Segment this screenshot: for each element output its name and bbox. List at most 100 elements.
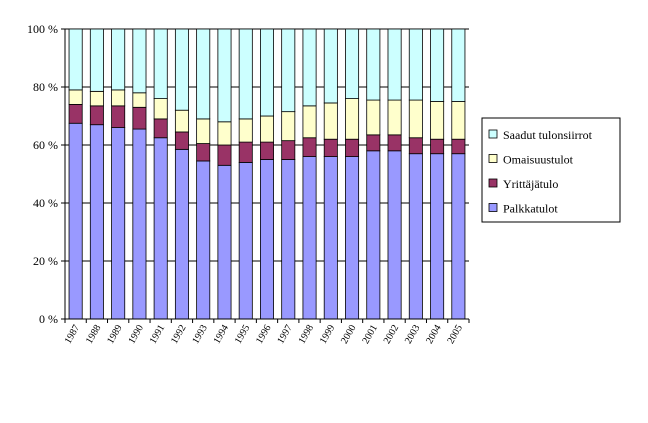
bar-segment-yritt-j-tulo <box>89 105 104 126</box>
axes <box>61 28 470 323</box>
x-tick-label: 1990 <box>126 323 146 346</box>
bar-segment-palkkatulot <box>366 150 381 320</box>
bar-segment-omaisuustulot <box>345 98 360 140</box>
bar-segment-palkkatulot <box>153 137 168 320</box>
bar-segment-yritt-j-tulo <box>323 138 338 157</box>
bar-segment-saadut-tulonsiirrot <box>451 28 466 102</box>
bar-segment-palkkatulot <box>238 161 253 320</box>
x-tick-label: 1987 <box>63 323 83 346</box>
bar-segment-omaisuustulot <box>89 90 104 107</box>
bar-segment-omaisuustulot <box>302 105 317 139</box>
bar-segment-palkkatulot <box>260 159 274 320</box>
bar-segment-yritt-j-tulo <box>345 138 360 157</box>
bar-segment-saadut-tulonsiirrot <box>366 28 381 101</box>
legend-label: Palkkatulot <box>503 202 558 216</box>
bar-segment-yritt-j-tulo <box>387 134 402 152</box>
bar-segment-palkkatulot <box>68 122 83 320</box>
legend-swatch <box>488 129 498 139</box>
bar-segment-omaisuustulot <box>196 118 211 144</box>
x-tick-label: 1996 <box>254 323 274 346</box>
x-tick-label: 1997 <box>275 323 295 346</box>
x-tick-label: 1998 <box>297 323 317 346</box>
bar-segment-omaisuustulot <box>238 118 253 143</box>
bar-segment-palkkatulot <box>451 153 466 320</box>
bar-segment-saadut-tulonsiirrot <box>238 28 253 120</box>
bar-segment-omaisuustulot <box>132 92 147 108</box>
x-tick-label: 2002 <box>382 323 402 346</box>
bar-segment-omaisuustulot <box>430 101 445 140</box>
legend-label: Yrittäjätulo <box>503 177 558 191</box>
bar-segment-omaisuustulot <box>451 101 466 140</box>
bar-segment-yritt-j-tulo <box>217 144 232 166</box>
bar-segment-yritt-j-tulo <box>68 104 83 124</box>
x-tick-label: 1989 <box>105 323 125 346</box>
bar-segment-saadut-tulonsiirrot <box>174 28 189 111</box>
bar-segment-omaisuustulot <box>408 99 423 139</box>
bar-segment-omaisuustulot <box>281 111 296 142</box>
y-tick-label: 60 % <box>33 138 58 152</box>
bar-segment-yritt-j-tulo <box>174 131 189 150</box>
bar-segment-saadut-tulonsiirrot <box>111 28 126 91</box>
bar-segment-palkkatulot <box>281 159 296 320</box>
x-tick-label: 1992 <box>169 323 189 346</box>
bar-segment-palkkatulot <box>387 150 402 320</box>
bar-segment-omaisuustulot <box>68 89 83 105</box>
bar-segment-saadut-tulonsiirrot <box>430 28 445 102</box>
y-tick-label: 0 % <box>39 312 58 326</box>
legend: Saadut tulonsiirrot Omaisuustulot Yrittäjä… <box>481 117 621 223</box>
bar-segment-omaisuustulot <box>153 98 168 120</box>
bar-segment-omaisuustulot <box>323 102 338 140</box>
y-tick-label: 100 % <box>27 22 58 36</box>
legend-label: Saadut tulonsiirrot <box>503 128 593 142</box>
bar-segment-yritt-j-tulo <box>281 140 296 160</box>
bar-segment-yritt-j-tulo <box>196 143 211 162</box>
bar-segment-saadut-tulonsiirrot <box>196 28 211 120</box>
x-tick-label: 2004 <box>424 323 444 346</box>
bar-segment-yritt-j-tulo <box>408 137 423 155</box>
x-tick-label: 1993 <box>190 323 210 346</box>
bar-segment-palkkatulot <box>323 156 338 320</box>
x-tick-label: 2003 <box>403 323 423 346</box>
bar-segment-yritt-j-tulo <box>111 105 126 128</box>
bar-segment-omaisuustulot <box>387 99 402 136</box>
bar-segment-saadut-tulonsiirrot <box>345 28 360 99</box>
x-tick-label: 1988 <box>84 323 104 346</box>
legend-box <box>481 117 621 223</box>
x-tick-label: 1991 <box>148 323 168 346</box>
bar-segment-palkkatulot <box>302 156 317 320</box>
x-tick-label: 2005 <box>445 323 465 346</box>
bar-segment-omaisuustulot <box>260 115 274 143</box>
bar-segment-saadut-tulonsiirrot <box>132 28 147 94</box>
legend-label: Omaisuustulot <box>503 153 574 167</box>
bar-segment-saadut-tulonsiirrot <box>217 28 232 123</box>
bar-segment-saadut-tulonsiirrot <box>281 28 296 113</box>
bar-segment-yritt-j-tulo <box>260 141 274 160</box>
x-tick-label: 2001 <box>360 323 380 346</box>
bar-segment-palkkatulot <box>89 124 104 320</box>
bar-segment-omaisuustulot <box>111 89 126 107</box>
bar-segment-yritt-j-tulo <box>153 118 168 139</box>
bar-segment-yritt-j-tulo <box>430 138 445 155</box>
bar-segment-omaisuustulot <box>217 121 232 146</box>
bar-segment-palkkatulot <box>196 160 211 320</box>
bar-segment-saadut-tulonsiirrot <box>387 28 402 101</box>
bar-segment-palkkatulot <box>217 164 232 320</box>
bar-segment-saadut-tulonsiirrot <box>68 28 83 91</box>
y-tick-label: 20 % <box>33 254 58 268</box>
bar-segment-saadut-tulonsiirrot <box>323 28 338 104</box>
bar-segment-saadut-tulonsiirrot <box>260 28 274 117</box>
y-tick-label: 80 % <box>33 80 58 94</box>
legend-swatch <box>488 178 498 188</box>
bar-segment-saadut-tulonsiirrot <box>89 28 104 92</box>
bar-segment-yritt-j-tulo <box>302 137 317 158</box>
bar-segment-palkkatulot <box>345 156 360 320</box>
x-tick-label: 1995 <box>233 323 253 346</box>
bar-segment-saadut-tulonsiirrot <box>153 28 168 99</box>
bar-segment-saadut-tulonsiirrot <box>302 28 317 107</box>
legend-swatch <box>488 154 498 163</box>
bar-segment-palkkatulot <box>174 148 189 320</box>
bar-segment-palkkatulot <box>111 127 126 320</box>
x-tick-label: 1999 <box>318 323 338 346</box>
bar-segment-yritt-j-tulo <box>132 106 147 130</box>
